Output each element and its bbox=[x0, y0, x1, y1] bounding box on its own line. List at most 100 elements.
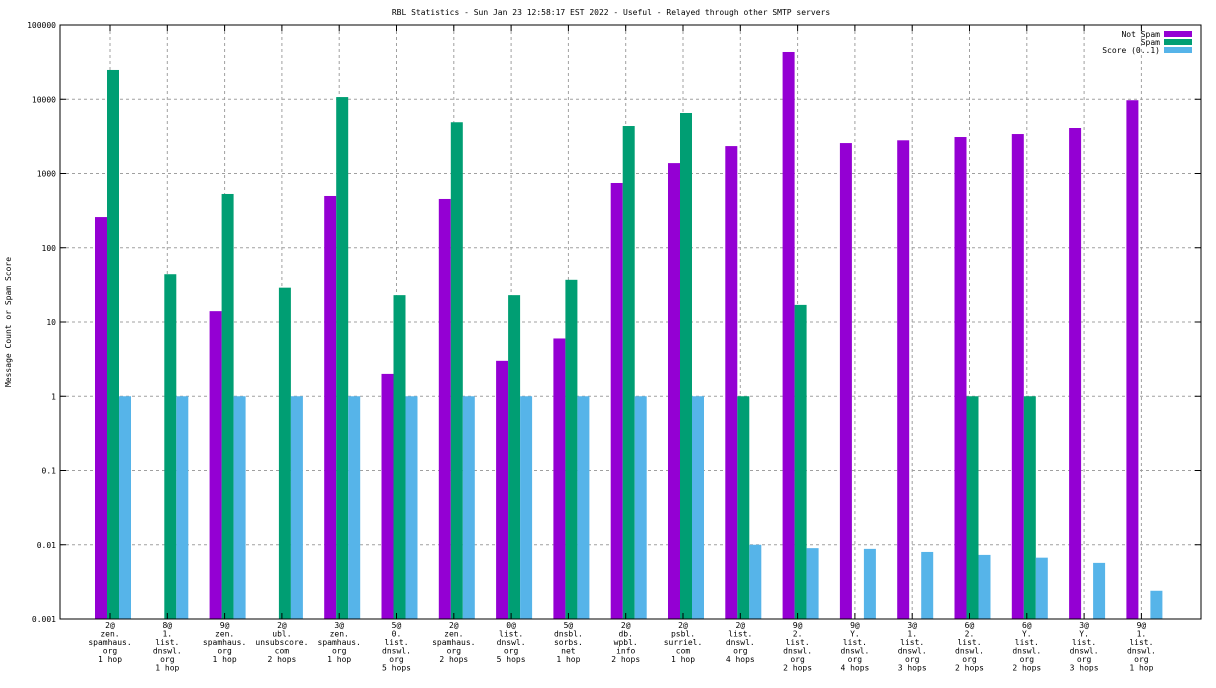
x-tick-label: 2@ bbox=[678, 621, 688, 630]
x-tick-label: 3@ bbox=[907, 621, 917, 630]
bar-score bbox=[1093, 562, 1106, 619]
x-tick-label: 2@ bbox=[621, 621, 631, 630]
bar-not-spam bbox=[1126, 100, 1139, 620]
x-tick-label: dnswl. bbox=[1070, 647, 1099, 656]
bar-spam bbox=[278, 287, 291, 619]
x-tick-label: org bbox=[103, 647, 118, 656]
x-tick-label: dnswl. bbox=[955, 647, 984, 656]
x-tick-label: 4 hops bbox=[840, 664, 869, 673]
x-tick-label: zen. bbox=[444, 630, 463, 639]
bar-score bbox=[863, 548, 876, 619]
x-tick-label: 2. bbox=[793, 630, 803, 639]
x-tick-label: org bbox=[962, 655, 977, 664]
bar-not-spam bbox=[954, 137, 967, 619]
y-tick-label: 10000 bbox=[32, 95, 56, 104]
x-tick-label: 1 hop bbox=[327, 655, 351, 664]
bar-score bbox=[462, 396, 475, 619]
x-tick-label: list. bbox=[786, 638, 810, 647]
x-tick-label: 6@ bbox=[965, 621, 975, 630]
bar-spam bbox=[221, 193, 234, 619]
bar-score bbox=[1035, 557, 1048, 619]
x-tick-label: dnswl. bbox=[1012, 647, 1041, 656]
x-tick-label: org bbox=[160, 655, 175, 664]
x-tick-label: dnswl. bbox=[898, 647, 927, 656]
x-tick-label: list. bbox=[728, 630, 752, 639]
x-tick-label: 1. bbox=[907, 630, 917, 639]
x-tick-label: org bbox=[790, 655, 805, 664]
bar-score bbox=[1150, 590, 1163, 619]
x-tick-label: zen. bbox=[100, 630, 119, 639]
bar-spam bbox=[1023, 396, 1036, 619]
x-tick-label: 0. bbox=[392, 630, 402, 639]
y-tick-label: 100000 bbox=[27, 21, 56, 30]
x-tick-label: spamhaus. bbox=[88, 638, 131, 647]
legend-label: Not Spam bbox=[1121, 30, 1160, 39]
x-tick-label: org bbox=[905, 655, 920, 664]
x-tick-label: list. bbox=[843, 638, 867, 647]
y-tick-label: 1000 bbox=[37, 170, 56, 179]
x-tick-label: list. bbox=[1015, 638, 1039, 647]
bar-spam bbox=[393, 295, 406, 619]
y-tick-label: 0.01 bbox=[37, 541, 56, 550]
bar-spam bbox=[565, 279, 578, 619]
x-tick-label: org bbox=[848, 655, 863, 664]
x-tick-label: 1 hop bbox=[556, 655, 580, 664]
bar-not-spam bbox=[209, 311, 222, 619]
bar-score bbox=[520, 396, 533, 619]
x-tick-label: list. bbox=[155, 638, 179, 647]
x-tick-label: dnswl. bbox=[783, 647, 812, 656]
bar-not-spam bbox=[496, 360, 509, 619]
x-tick-label: dnswl. bbox=[153, 647, 182, 656]
x-tick-label: info bbox=[616, 647, 635, 656]
bar-not-spam bbox=[95, 217, 107, 619]
bar-not-spam bbox=[668, 163, 680, 619]
x-tick-label: 6@ bbox=[1022, 621, 1032, 630]
bar-spam bbox=[966, 396, 979, 619]
x-tick-label: dnsbl. bbox=[554, 630, 583, 639]
y-tick-label: 0.001 bbox=[32, 615, 56, 624]
x-tick-label: 9@ bbox=[1137, 621, 1147, 630]
x-tick-label: list. bbox=[499, 630, 523, 639]
x-tick-label: 1 hop bbox=[1129, 664, 1153, 673]
x-tick-label: Y. bbox=[850, 630, 860, 639]
bar-score bbox=[405, 396, 418, 619]
x-tick-label: surriel. bbox=[664, 638, 703, 647]
x-tick-label: Y. bbox=[1079, 630, 1089, 639]
x-tick-label: 1 hop bbox=[213, 655, 237, 664]
x-tick-label: list. bbox=[900, 638, 924, 647]
x-tick-label: 5 hops bbox=[497, 655, 526, 664]
x-tick-label: sorbs. bbox=[554, 638, 583, 647]
x-tick-label: 2@ bbox=[105, 621, 115, 630]
bar-not-spam bbox=[1069, 128, 1082, 619]
x-tick-label: org bbox=[332, 647, 347, 656]
legend-label: Score (0..1) bbox=[1102, 46, 1160, 55]
bar-spam bbox=[336, 97, 349, 620]
x-tick-label: dnswl. bbox=[497, 638, 526, 647]
x-tick-label: 3 hops bbox=[1070, 664, 1099, 673]
x-tick-label: 2@ bbox=[449, 621, 459, 630]
bar-score bbox=[119, 396, 131, 619]
x-tick-label: 8@ bbox=[162, 621, 172, 630]
bar-not-spam bbox=[324, 195, 337, 620]
x-tick-label: 3@ bbox=[334, 621, 344, 630]
x-tick-label: org bbox=[733, 647, 748, 656]
x-tick-label: 9@ bbox=[220, 621, 230, 630]
bar-score bbox=[348, 396, 361, 619]
x-tick-label: 2@ bbox=[735, 621, 745, 630]
x-tick-label: 1 hop bbox=[98, 655, 122, 664]
x-tick-label: wpbl. bbox=[614, 638, 638, 647]
x-tick-label: net bbox=[561, 647, 576, 656]
bars bbox=[95, 51, 1163, 620]
x-tick-label: com bbox=[676, 647, 691, 656]
x-tick-label: 5@ bbox=[564, 621, 574, 630]
x-tick-label: 1. bbox=[1137, 630, 1147, 639]
x-tick-label: spamhaus. bbox=[203, 638, 246, 647]
bar-not-spam bbox=[553, 338, 566, 619]
x-tick-label: 1 hop bbox=[671, 655, 695, 664]
bar-not-spam bbox=[782, 51, 795, 619]
bar-score bbox=[176, 396, 189, 619]
x-tick-label: db. bbox=[618, 630, 632, 639]
x-tick-label: 1 hop bbox=[155, 664, 179, 673]
